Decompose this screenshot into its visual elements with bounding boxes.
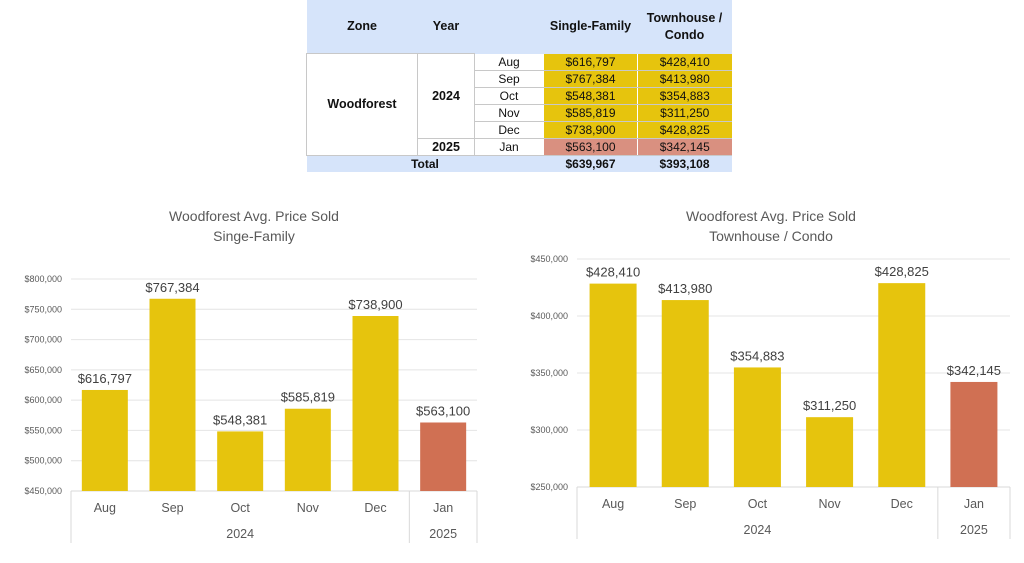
month-cell: Sep: [474, 70, 544, 88]
table-row: 2025 Jan $563,100 $342,145: [307, 137, 732, 156]
y-tick-label: $450,000: [530, 254, 568, 264]
x-tick-label: Jan: [964, 497, 984, 511]
x-tick-label: Oct: [230, 501, 250, 515]
data-label: $548,381: [213, 412, 267, 427]
x-tick-label: Sep: [674, 497, 696, 511]
header-year: Year: [417, 0, 475, 54]
data-label: $342,145: [947, 363, 1001, 378]
table-header-row: Zone Year Single-Family Townhouse / Cond…: [306, 0, 732, 54]
y-tick-label: $300,000: [530, 425, 568, 435]
y-tick-label: $350,000: [530, 368, 568, 378]
y-tick-label: $550,000: [24, 425, 62, 435]
x-tick-label: Nov: [818, 497, 841, 511]
x-tick-label: Jan: [433, 501, 453, 515]
x-tick-label: Aug: [94, 501, 116, 515]
data-label: $563,100: [416, 403, 470, 418]
table-row: Dec $738,900 $428,825: [307, 121, 732, 139]
bar-dec: [352, 316, 399, 491]
zone-cell: Woodforest: [306, 53, 418, 156]
bar-jan: [950, 381, 998, 487]
x-group-label: 2025: [429, 527, 457, 541]
y-tick-label: $250,000: [530, 482, 568, 492]
header-townhouse: Townhouse / Condo: [637, 0, 732, 54]
data-label: $585,819: [281, 390, 335, 405]
month-cell: Oct: [474, 87, 544, 105]
data-label: $311,250: [803, 398, 856, 413]
total-single: $639,967: [543, 155, 638, 172]
x-tick-label: Dec: [364, 501, 386, 515]
y-tick-label: $650,000: [24, 365, 62, 375]
chart-subtitle: Singe-Family: [213, 228, 295, 244]
x-tick-label: Aug: [602, 497, 624, 511]
chart-1: Woodforest Avg. Price Sold Townhouse / Co…: [530, 208, 1011, 539]
bar-jan: [420, 422, 467, 491]
table-row: Woodforest 2024 Aug $616,797 $428,410: [306, 53, 732, 156]
townhouse-cell: $428,410: [637, 53, 732, 71]
chart-subtitle: Townhouse / Condo: [709, 228, 833, 244]
townhouse-cell: $413,980: [637, 70, 732, 88]
y-tick-label: $400,000: [530, 311, 568, 321]
bar-oct: [217, 431, 264, 491]
single-family-cell: $548,381: [543, 87, 638, 105]
y-tick-label: $800,000: [24, 274, 62, 284]
chart-title: Woodforest Avg. Price Sold: [686, 208, 856, 224]
y-tick-label: $500,000: [24, 456, 62, 466]
x-tick-label: Dec: [891, 497, 913, 511]
bar-sep: [149, 298, 196, 491]
x-tick-label: Sep: [161, 501, 183, 515]
x-tick-label: Nov: [297, 501, 320, 515]
x-group-label: 2025: [960, 523, 988, 537]
bar-dec: [878, 283, 926, 487]
townhouse-cell: $311,250: [637, 104, 732, 122]
bar-nov: [284, 408, 331, 491]
price-summary-table: Zone Year Single-Family Townhouse / Cond…: [306, 0, 732, 172]
month-cell: Dec: [474, 121, 544, 139]
year-cell: 2025: [417, 137, 475, 156]
bar-oct: [733, 367, 781, 487]
single-family-cell: $738,900: [543, 121, 638, 139]
month-cell: Aug: [474, 53, 544, 71]
townhouse-cell: $342,145: [637, 138, 732, 156]
total-row: Total $639,967 $393,108: [306, 155, 732, 172]
data-label: $616,797: [78, 371, 132, 386]
single-family-cell: $616,797: [543, 53, 638, 71]
header-single-family: Single-Family: [543, 0, 638, 54]
month-cell: Jan: [474, 138, 544, 156]
single-family-cell: $585,819: [543, 104, 638, 122]
data-label: $767,384: [145, 280, 199, 295]
data-label: $428,410: [586, 265, 640, 280]
total-town: $393,108: [637, 155, 732, 172]
single-family-cell: $767,384: [543, 70, 638, 88]
bar-aug: [81, 389, 128, 491]
townhouse-cell: $428,825: [637, 121, 732, 139]
chart-title: Woodforest Avg. Price Sold: [169, 208, 339, 224]
data-label: $413,980: [658, 281, 712, 296]
bar-nov: [806, 417, 854, 487]
data-label: $428,825: [875, 264, 929, 279]
x-group-label: 2024: [744, 523, 772, 537]
table-row: Nov $585,819 $311,250: [307, 104, 732, 122]
table-row: Oct $548,381 $354,883: [307, 87, 732, 105]
data-label: $354,883: [730, 348, 784, 363]
x-tick-label: Oct: [748, 497, 768, 511]
single-family-cell: $563,100: [543, 138, 638, 156]
header-zone: Zone: [306, 0, 418, 54]
bar-sep: [661, 300, 709, 487]
y-tick-label: $450,000: [24, 486, 62, 496]
y-tick-label: $750,000: [24, 304, 62, 314]
townhouse-cell: $354,883: [637, 87, 732, 105]
total-label: Total: [306, 155, 544, 172]
y-tick-label: $600,000: [24, 395, 62, 405]
data-label: $738,900: [348, 297, 402, 312]
x-group-label: 2024: [226, 527, 254, 541]
bar-aug: [589, 283, 637, 487]
y-tick-label: $700,000: [24, 335, 62, 345]
table-row: Sep $767,384 $413,980: [307, 70, 732, 88]
month-cell: Nov: [474, 104, 544, 122]
chart-0: Woodforest Avg. Price Sold Singe-Family $4…: [24, 208, 478, 543]
